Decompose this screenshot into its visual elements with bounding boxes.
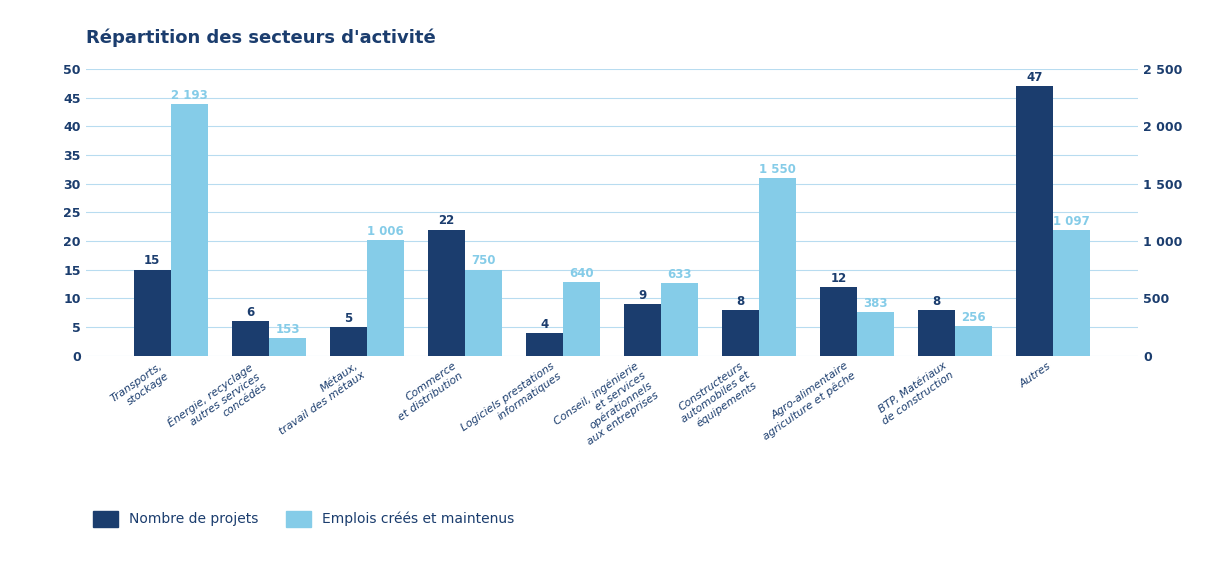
Bar — [1053, 230, 1091, 356]
Text: 47: 47 — [1027, 71, 1043, 84]
Bar — [918, 310, 955, 356]
Bar — [329, 327, 367, 356]
Text: Répartition des secteurs d'activité: Répartition des secteurs d'activité — [86, 29, 436, 47]
Text: 4: 4 — [540, 317, 548, 331]
Text: 8: 8 — [933, 294, 941, 308]
Bar — [857, 312, 895, 356]
Bar — [465, 270, 502, 356]
Text: 256: 256 — [962, 311, 987, 324]
Text: 2 193: 2 193 — [171, 89, 208, 102]
Bar — [624, 304, 661, 356]
Text: 12: 12 — [830, 272, 847, 285]
Text: 5: 5 — [344, 312, 353, 325]
Text: 750: 750 — [471, 254, 496, 267]
Text: 6: 6 — [246, 306, 255, 319]
Bar — [367, 241, 404, 356]
Bar — [133, 270, 171, 356]
Bar — [526, 333, 563, 356]
Bar — [1016, 86, 1053, 356]
Text: 383: 383 — [863, 297, 887, 309]
Text: 22: 22 — [438, 214, 454, 227]
Legend: Nombre de projets, Emplois créés et maintenus: Nombre de projets, Emplois créés et main… — [93, 511, 514, 527]
Bar — [661, 283, 698, 356]
Bar — [427, 230, 465, 356]
Text: 153: 153 — [275, 323, 300, 336]
Bar — [231, 321, 269, 356]
Text: 1 550: 1 550 — [759, 162, 796, 176]
Bar — [759, 178, 797, 356]
Bar — [269, 338, 306, 356]
Bar — [171, 104, 208, 356]
Bar — [820, 287, 857, 356]
Text: 8: 8 — [737, 294, 744, 308]
Bar — [955, 327, 993, 356]
Bar — [563, 282, 600, 356]
Text: 640: 640 — [569, 267, 594, 280]
Text: 1 097: 1 097 — [1054, 215, 1091, 228]
Text: 1 006: 1 006 — [367, 225, 404, 238]
Text: 15: 15 — [144, 254, 160, 267]
Text: 633: 633 — [667, 268, 692, 281]
Bar — [722, 310, 759, 356]
Text: 9: 9 — [638, 289, 646, 302]
